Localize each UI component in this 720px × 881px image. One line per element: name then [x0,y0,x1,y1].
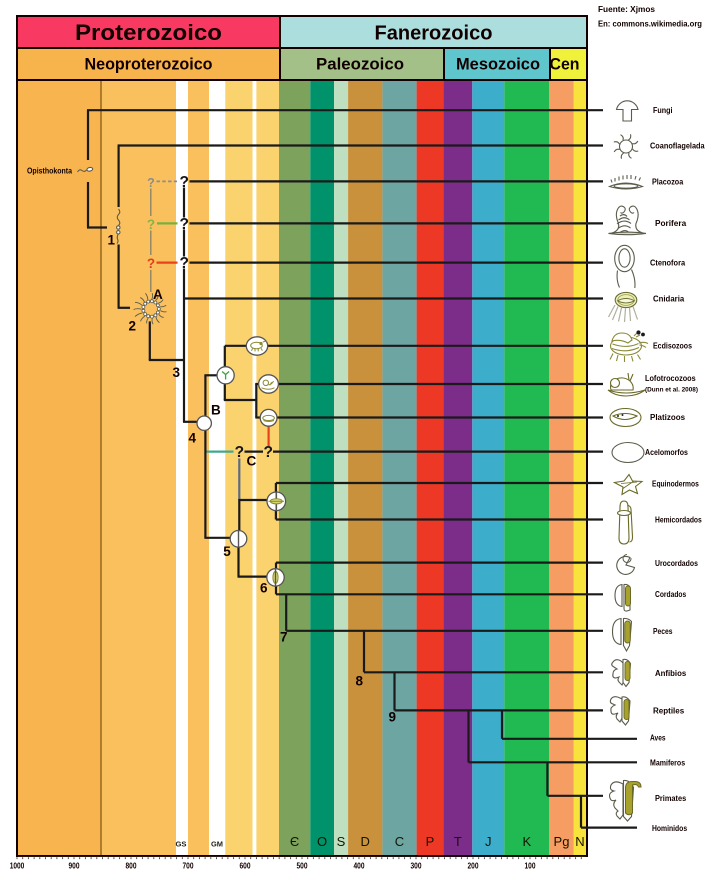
svg-text:Mamiferos: Mamiferos [650,758,685,768]
svg-text:600: 600 [240,862,251,871]
svg-text:Hemicordados: Hemicordados [655,515,702,525]
svg-text:?: ? [235,444,244,461]
svg-text:700: 700 [183,862,194,871]
svg-text:Neoproterozoico: Neoproterozoico [85,56,213,74]
svg-text:5: 5 [223,544,231,559]
svg-text:Ecdisozoos: Ecdisozoos [653,341,692,351]
svg-text:Platizoos: Platizoos [650,412,685,422]
svg-text:7: 7 [280,630,288,645]
svg-text:4: 4 [189,431,197,446]
svg-text:800: 800 [126,862,137,871]
svg-text:O: O [317,834,327,849]
svg-text:S: S [337,834,346,849]
svg-text:?: ? [147,176,155,190]
svg-text:Ctenofora: Ctenofora [650,258,685,268]
svg-text:500: 500 [297,862,308,871]
svg-text:Reptiles: Reptiles [653,706,684,716]
svg-text:?: ? [179,216,188,233]
svg-text:200: 200 [468,862,479,871]
svg-text:Lofotrocozoos: Lofotrocozoos [645,373,696,383]
svg-text:P: P [426,834,435,849]
svg-text:1000: 1000 [10,862,25,871]
svg-text:Fungi: Fungi [653,105,673,115]
svg-text:Aves: Aves [650,733,666,743]
svg-text:Pg: Pg [554,834,570,849]
svg-text:K: K [522,834,531,849]
svg-text:(Dunn et al. 2008): (Dunn et al. 2008) [645,387,698,394]
svg-text:J: J [485,834,492,849]
svg-text:A: A [153,287,163,302]
svg-text:8: 8 [356,674,364,689]
svg-text:GM: GM [211,840,223,849]
svg-text:1: 1 [108,233,116,248]
svg-text:Primates: Primates [655,793,686,803]
svg-text:Fanerozoico: Fanerozoico [375,22,493,45]
svg-text:Є: Є [290,834,299,849]
svg-text:T: T [454,834,462,849]
svg-text:900: 900 [69,862,80,871]
svg-text:Mesozoico: Mesozoico [456,56,540,74]
svg-text:Cen: Cen [550,56,580,74]
svg-text:Cordados: Cordados [655,589,686,599]
svg-text:?: ? [147,217,155,232]
svg-text:D: D [361,834,370,849]
svg-text:Cnidaria: Cnidaria [653,294,684,304]
svg-text:Porifera: Porifera [655,218,686,228]
svg-text:?: ? [147,256,155,271]
svg-text:3: 3 [173,365,181,380]
svg-text:6: 6 [260,581,268,596]
svg-text:En: commons.wikimedia.org: En: commons.wikimedia.org [598,19,702,29]
svg-text:400: 400 [354,862,365,871]
svg-text:?: ? [179,174,188,191]
svg-text:Placozoa: Placozoa [652,177,683,187]
svg-text:Fuente: Xjmos: Fuente: Xjmos [598,4,655,14]
svg-text:Hominidos: Hominidos [652,823,687,833]
svg-text:Anfibios: Anfibios [655,668,686,678]
svg-text:9: 9 [389,710,397,725]
svg-text:Paleozoico: Paleozoico [316,56,404,74]
svg-text:GS: GS [176,840,187,849]
svg-text:Coanoflagelada: Coanoflagelada [650,141,705,151]
svg-text:N: N [575,834,584,849]
svg-text:2: 2 [129,319,137,334]
svg-text:Acelomorfos: Acelomorfos [645,447,688,457]
svg-text:C: C [395,834,404,849]
svg-text:Equinodermos: Equinodermos [652,479,699,489]
svg-text:Urocordados: Urocordados [655,558,698,568]
svg-text:B: B [211,403,221,418]
svg-text:Peces: Peces [653,626,673,636]
svg-text:C: C [247,454,257,469]
svg-text:?: ? [263,444,272,461]
svg-text:300: 300 [411,862,422,871]
svg-text:?: ? [179,255,188,272]
svg-text:Opisthokonta: Opisthokonta [27,167,72,176]
svg-text:Proterozoico: Proterozoico [75,20,222,45]
svg-text:100: 100 [525,862,536,871]
